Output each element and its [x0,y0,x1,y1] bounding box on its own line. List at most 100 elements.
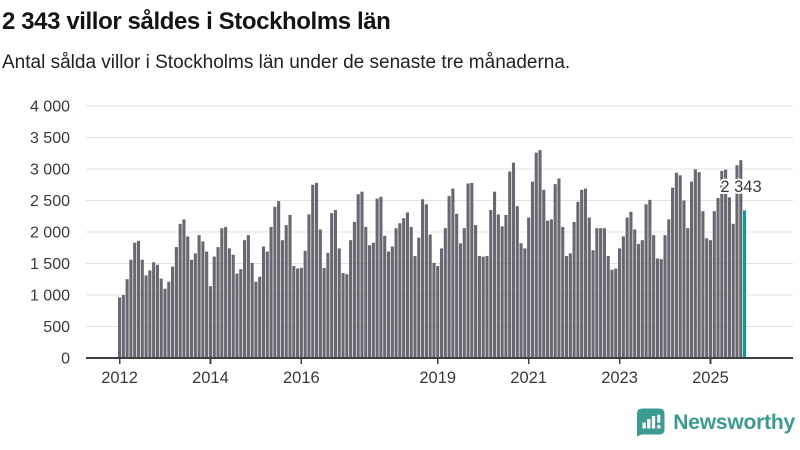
bar [288,214,292,358]
y-axis-tick-label: 3 000 [30,162,70,179]
bar [602,228,606,358]
bar [462,228,466,358]
bar [527,217,531,358]
bar [261,246,266,358]
bar [576,201,580,358]
bar [345,274,349,358]
bar [212,256,216,358]
bar [621,236,625,358]
bar [364,226,368,358]
bar [583,188,588,358]
bar [129,259,133,358]
bar [595,228,599,358]
bar [508,171,512,358]
bar [231,254,235,358]
bar [167,281,171,358]
bar [489,209,493,358]
bar [470,182,474,358]
bar [519,243,523,358]
bar [674,172,678,358]
bar [553,184,557,358]
bar [140,259,144,358]
bar [542,189,546,358]
bar [447,196,451,358]
bar [618,248,622,358]
bar [671,187,675,358]
bar [731,223,735,358]
bar [493,191,497,358]
bar [398,223,402,358]
bar [390,246,394,358]
bar [599,228,603,358]
y-axis-tick-label: 4 000 [30,99,70,116]
bar [629,211,633,358]
y-axis-tick-label: 1 000 [30,288,70,305]
bar [349,240,353,358]
bar [352,221,356,358]
bar [572,221,576,358]
x-axis-tick-label: 2012 [101,369,138,387]
y-axis-tick-label: 500 [43,319,70,336]
bar [500,226,504,358]
x-axis-tick-label: 2016 [283,369,320,387]
bar [697,172,701,358]
bar [466,183,470,358]
bar [307,214,311,358]
bar [284,225,288,358]
chart-title: 2 343 villor såldes i Stockholms län [2,8,391,35]
bar [394,228,398,358]
bar [477,255,481,358]
bar [118,297,122,358]
bar [417,237,421,358]
bar [277,201,281,358]
bar [189,259,194,358]
x-axis-tick-label: 2025 [692,369,729,387]
bar [148,270,152,358]
bar [652,235,656,358]
bar [515,206,519,358]
bar [269,226,273,358]
bar [549,219,553,358]
bar [428,234,432,358]
bar [171,266,175,358]
bar [254,281,258,358]
bar [152,262,156,358]
chart-header: 2 343 villor såldes i Stockholms län Ant… [2,0,798,74]
bar [322,267,326,358]
bar [610,269,614,358]
bar [432,262,436,358]
bar [496,214,500,358]
bar [368,245,372,358]
bar [648,199,652,358]
bar [258,276,262,358]
bar [580,189,584,358]
bar [606,255,610,358]
bar [591,250,595,358]
bar [174,247,178,358]
bar [504,214,508,358]
bar [614,268,618,358]
bar [701,211,705,358]
bar [705,238,709,358]
bar [182,219,186,358]
bar [273,206,277,358]
bar [636,243,641,358]
bar [659,259,663,358]
bar [375,198,379,358]
bar [538,150,542,358]
bar [413,255,417,358]
bar [341,272,345,358]
bar [296,268,300,358]
bar [655,258,659,358]
bar [205,251,209,358]
bar [451,188,455,358]
bar [511,162,516,358]
bar [557,178,561,358]
x-axis-tick-label: 2019 [419,369,456,387]
bar [409,226,413,358]
bar [735,165,739,358]
bar [667,219,671,358]
bar [243,240,247,358]
bar [724,169,728,358]
